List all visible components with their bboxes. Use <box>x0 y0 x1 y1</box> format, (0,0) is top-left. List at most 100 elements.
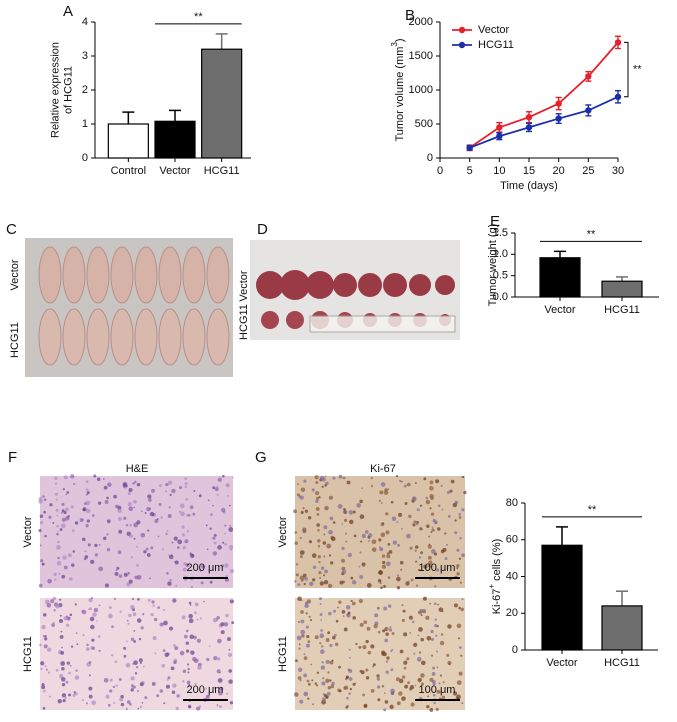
y-tick-label: 4 <box>82 16 88 28</box>
texture-dot <box>391 632 395 636</box>
texture-dot <box>85 500 91 506</box>
texture-dot <box>146 553 151 557</box>
texture-dot <box>84 555 89 559</box>
texture-dot <box>82 508 86 512</box>
y-tick-label: 60 <box>506 534 518 546</box>
x-axis-label: Time (days) <box>500 180 558 192</box>
texture-dot <box>48 515 52 519</box>
texture-dot <box>317 528 320 532</box>
texture-dot <box>346 696 349 700</box>
texture-dot <box>75 669 78 672</box>
texture-dot <box>368 533 373 538</box>
texture-dot <box>435 707 439 711</box>
texture-dot <box>429 507 432 510</box>
texture-dot <box>311 488 315 492</box>
texture-dot <box>59 528 63 532</box>
texture-dot <box>188 613 193 619</box>
texture-dot <box>414 482 417 485</box>
bar <box>541 544 583 651</box>
texture-dot <box>55 604 60 609</box>
texture-dot <box>131 684 134 687</box>
significance-label: ** <box>633 64 642 76</box>
texture-dot <box>186 680 191 685</box>
mouse <box>86 246 110 304</box>
image-title: Ki-67 <box>370 463 396 475</box>
texture-dot <box>194 682 197 686</box>
texture-dot <box>165 482 169 487</box>
texture-dot <box>398 678 404 684</box>
texture-dot <box>308 615 311 618</box>
texture-dot <box>42 707 46 710</box>
y-axis-label-sup: + <box>487 584 496 589</box>
texture-dot <box>185 649 190 653</box>
texture-dot <box>309 581 314 586</box>
texture-dot <box>429 493 434 499</box>
texture-dot <box>212 486 216 490</box>
texture-dot <box>325 481 329 486</box>
texture-dot <box>231 476 234 479</box>
texture-dot <box>461 598 464 601</box>
texture-dot <box>137 597 140 601</box>
texture-dot <box>370 484 374 488</box>
texture-dot <box>107 703 111 707</box>
texture-dot <box>119 610 122 614</box>
texture-dot <box>323 574 326 577</box>
panel-label: E <box>490 213 500 230</box>
texture-dot <box>177 539 183 545</box>
texture-dot <box>370 476 373 480</box>
texture-dot <box>419 608 424 613</box>
texture-dot <box>47 647 52 652</box>
x-tick-label: Vector <box>544 304 576 316</box>
texture-dot <box>293 509 298 514</box>
texture-dot <box>63 616 68 621</box>
texture-dot <box>179 650 185 656</box>
texture-dot <box>389 626 392 629</box>
texture-dot <box>329 643 333 648</box>
texture-dot <box>228 669 232 673</box>
texture-dot <box>199 617 203 620</box>
texture-dot <box>72 550 76 553</box>
texture-dot <box>440 549 445 554</box>
row-label: HCG11 <box>277 636 289 672</box>
texture-dot <box>167 480 173 485</box>
texture-dot <box>74 692 78 696</box>
texture-dot <box>184 634 188 639</box>
texture-dot <box>346 480 351 485</box>
texture-dot <box>97 635 101 638</box>
texture-dot <box>297 596 302 601</box>
texture-dot <box>439 674 442 677</box>
texture-dot <box>134 672 138 675</box>
texture-dot <box>380 532 386 538</box>
x-tick-label: Vector <box>546 657 578 669</box>
texture-dot <box>182 546 186 550</box>
texture-dot <box>154 518 159 524</box>
texture-dot <box>88 544 91 547</box>
texture-dot <box>104 499 109 504</box>
texture-dot <box>395 475 399 478</box>
texture-dot <box>298 643 301 646</box>
texture-dot <box>207 499 210 502</box>
texture-dot <box>190 586 193 589</box>
texture-dot <box>168 554 174 560</box>
texture-dot <box>71 563 75 567</box>
texture-dot <box>186 514 189 517</box>
texture-dot <box>216 615 220 620</box>
texture-dot <box>384 638 388 643</box>
texture-dot <box>439 640 445 646</box>
texture-dot <box>228 545 234 550</box>
texture-dot <box>368 539 370 542</box>
texture-dot <box>152 683 155 686</box>
texture-dot <box>43 689 46 693</box>
texture-dot <box>440 484 443 487</box>
legend-marker <box>458 26 466 34</box>
y-tick-label: 0 <box>427 152 433 164</box>
texture-dot <box>345 532 347 535</box>
texture-dot <box>194 611 197 615</box>
texture-dot <box>392 540 397 545</box>
texture-dot <box>384 700 389 704</box>
texture-dot <box>379 582 382 585</box>
texture-dot <box>396 574 400 577</box>
texture-dot <box>59 674 64 679</box>
texture-dot <box>355 642 358 646</box>
texture-dot <box>425 496 429 500</box>
